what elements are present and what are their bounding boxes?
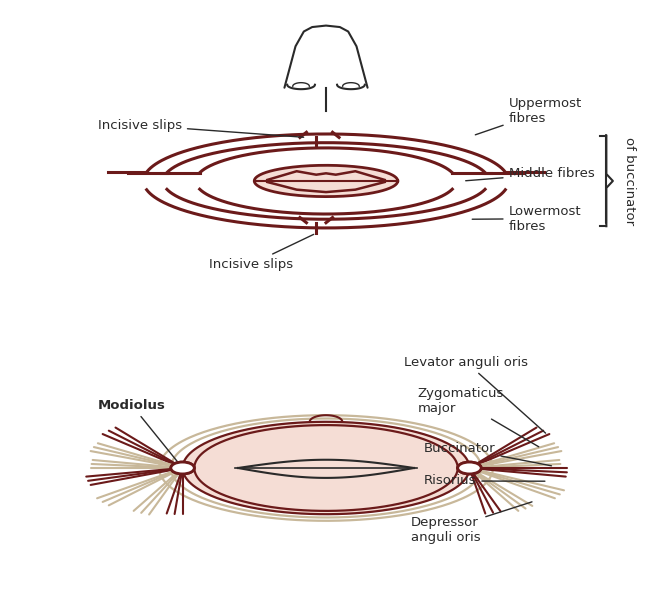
- Text: Lowermost
fibres: Lowermost fibres: [472, 205, 581, 233]
- Circle shape: [171, 462, 194, 474]
- Circle shape: [458, 462, 481, 474]
- Text: Levator anguli oris: Levator anguli oris: [404, 356, 546, 433]
- Text: Buccinator: Buccinator: [424, 442, 552, 466]
- Circle shape: [458, 462, 481, 474]
- Polygon shape: [254, 166, 398, 197]
- Text: Zygomaticus
major: Zygomaticus major: [417, 387, 539, 447]
- Text: Incisive slips: Incisive slips: [209, 235, 314, 271]
- Text: of buccinator: of buccinator: [623, 137, 636, 225]
- Text: Risorius: Risorius: [424, 475, 545, 487]
- Text: Modiolus: Modiolus: [98, 398, 181, 466]
- Text: Incisive slips: Incisive slips: [98, 119, 304, 137]
- Text: Uppermost
fibres: Uppermost fibres: [475, 97, 582, 135]
- Polygon shape: [183, 422, 469, 514]
- Circle shape: [171, 462, 194, 474]
- Text: Depressor
anguli oris: Depressor anguli oris: [411, 502, 532, 544]
- Text: Middle fibres: Middle fibres: [466, 167, 595, 181]
